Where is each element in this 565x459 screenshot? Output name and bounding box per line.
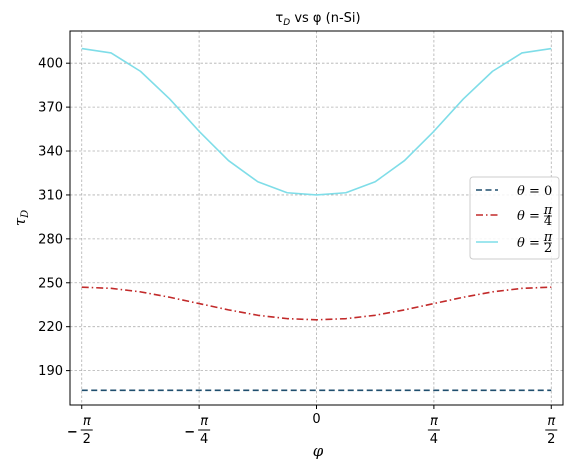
y-tick-label: 400 [38,57,63,72]
legend-label-eq: = [525,184,544,199]
y-tick-label: 340 [38,145,63,160]
y-tick-label: 310 [38,188,63,203]
legend-label-3: θ = [517,236,540,251]
legend-label-var: θ [517,184,525,199]
x-tick-numerator: π [430,414,438,429]
legend-label-1: θ = 0 [517,184,552,199]
legend: θ = 0θ = π4θ = π2 [469,176,560,260]
x-tick-denominator: 4 [200,432,208,447]
x-tick-label: 0 [312,412,320,427]
legend-label-eq: = [525,209,540,224]
x-tick-denominator: 2 [83,432,91,447]
legend-label-var: θ [517,236,525,251]
legend-fraction-numerator: π [543,230,553,245]
legend-label-value: 0 [544,184,552,199]
x-axis-label: φ [313,442,324,459]
y-tick-label: 250 [38,276,63,291]
x-tick-text: 0 [312,412,320,427]
legend-box [469,176,560,260]
legend-fraction-denominator: 4 [544,214,552,229]
series-line-3 [81,47,552,196]
legend-fraction-denominator: 2 [544,241,552,256]
x-tick-denominator: 2 [547,432,555,447]
x-tick-denominator: 4 [430,432,438,447]
x-tick-numerator: π [200,414,208,429]
x-tick-label: −π 2 [67,414,93,447]
x-tick-label: π2 [545,414,558,447]
chart-title: τD vs φ (n-Si) [275,11,360,28]
y-axis-label: τD [11,210,31,226]
x-tick-numerator: π [83,414,91,429]
x-tick-label: −π 4 [184,414,211,447]
legend-label-2: θ = [517,209,540,224]
series-lines [81,47,552,392]
x-tick-sign: − [184,425,195,440]
y-tick-label: 370 [38,101,63,116]
series-line-2 [81,286,552,321]
x-tick-numerator: π [547,414,555,429]
legend-label-var: θ [517,209,525,224]
legend-fraction-numerator: π [543,203,553,218]
y-tick-label: 280 [38,232,63,247]
legend-label-eq: = [525,236,540,251]
x-tick-sign: − [67,425,78,440]
y-axis-ticks: 190 220 250 280 310 340 370 400 [38,57,70,379]
y-tick-label: 220 [38,320,63,335]
y-tick-label: 190 [38,364,63,379]
x-tick-label: π4 [427,414,440,447]
